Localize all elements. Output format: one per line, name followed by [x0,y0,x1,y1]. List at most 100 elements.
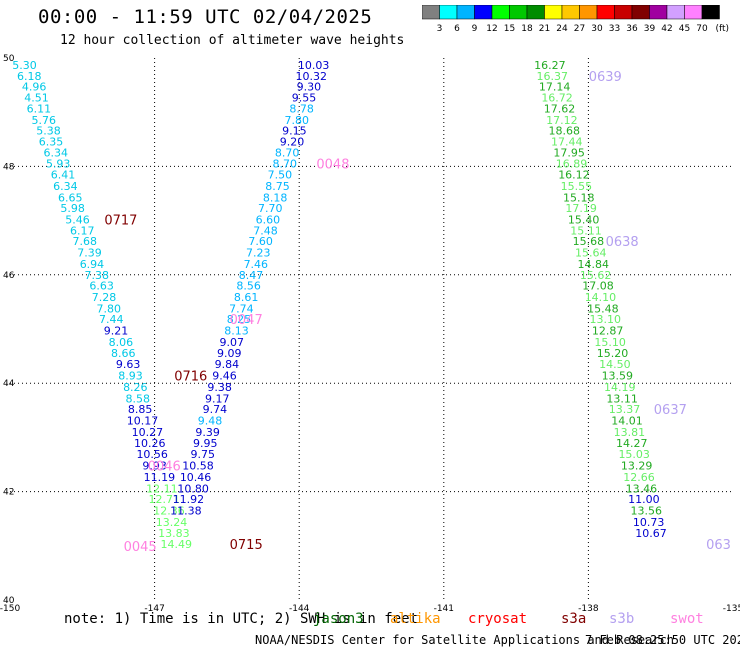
swh-value: 13.37 [609,403,641,416]
satellite-altika: altika [390,611,441,627]
x-tick-label: -138 [578,604,599,614]
swh-value: 6.35 [39,135,64,148]
swh-value: 9.09 [217,347,242,360]
swh-value: 16.89 [556,158,588,171]
swh-value: 14.84 [577,258,609,271]
swh-value: 5.76 [31,114,56,127]
swh-value: 18.68 [549,125,581,138]
colorbar-label: 3 [437,24,443,34]
satellite-s3b: s3b [609,611,635,627]
swh-value: 15.68 [573,235,605,248]
swh-value: 9.07 [219,336,244,349]
swh-value: 15.48 [587,302,619,315]
swh-value: 11.00 [628,493,660,506]
swh-value: 16.72 [541,92,573,105]
colorbar-label: 6 [454,24,460,34]
swh-value: 5.46 [65,214,90,227]
footer-note: note: 1) Time is in UTC; 2) SWH is in fe… [64,611,419,627]
swh-value: 5.98 [60,202,85,215]
swh-value: 9.38 [207,381,232,394]
swh-value: 7.23 [246,247,271,260]
colorbar-legend: 3 6 9 12 15 18 21 24 27 30 33 36 39 42 45 70 (ft) [422,5,730,34]
colorbar-label: 9 [472,24,478,34]
pass-time-label: 0639 [589,70,622,85]
swh-value: 6.17 [70,224,95,237]
x-tick-label: -147 [144,604,164,614]
swh-value: 13.46 [626,482,658,495]
swh-value: 7.48 [253,224,278,237]
x-tick-label: -144 [289,604,310,614]
swh-value: 6.34 [44,146,69,159]
swh-value: 13.83 [158,527,190,540]
swh-value: 7.80 [97,302,122,315]
swh-value: 17.44 [551,135,583,148]
swh-value: 14.01 [611,415,643,428]
x-tick-label: -141 [434,604,454,614]
swh-value: 17.95 [553,146,585,159]
swh-value: 5.30 [12,59,37,72]
swh-value: 9.21 [104,325,129,338]
swh-value: 8.06 [109,336,134,349]
swh-value: 11.92 [173,493,205,506]
colorbar-swatch [701,5,720,20]
swh-value: 10.56 [136,448,168,461]
swh-value: 8.18 [263,191,288,204]
swh-value: 9.75 [191,448,216,461]
swh-value: 15.10 [594,336,626,349]
swh-value: 8.13 [224,325,249,338]
swh-value: 10.17 [127,415,159,428]
swh-value: 6.11 [27,102,52,115]
swh-value: 8.25 [227,313,252,326]
swh-value: 9.74 [203,403,228,416]
swh-value: 6.60 [256,214,281,227]
swh-value: 6.65 [58,191,83,204]
swh-value: 13.81 [614,426,646,439]
swh-value: 7.60 [248,235,273,248]
swh-value: 9.39 [195,426,220,439]
pass-time-label: 0048 [316,158,349,173]
swh-value: 10.46 [180,471,212,484]
y-tick-label: 42 [3,488,14,498]
colorbar-label: 21 [539,24,550,34]
swh-value: 15.64 [575,247,607,260]
swh-value: 7.46 [244,258,269,271]
swh-value: 9.95 [193,437,218,450]
pass-time-label: 0637 [654,403,687,418]
swh-value: 13.29 [621,460,653,473]
colorbar-label: 27 [574,24,585,34]
chart-subtitle: 12 hour collection of altimeter wave hei… [60,33,405,48]
swh-value: 12.66 [623,471,655,484]
swh-value: 9.93 [142,460,167,473]
colorbar-unit: (ft) [716,24,730,34]
colorbar-label: 36 [626,24,638,34]
swh-value: 10.67 [635,527,667,540]
swh-value: 8.47 [239,269,264,282]
y-tick-label: 40 [3,596,15,606]
swh-value: 7.39 [77,247,102,260]
colorbar-label: 30 [591,24,603,34]
colorbar-label: 33 [609,24,620,34]
swh-value: 13.59 [602,370,634,383]
swh-value: 10.58 [182,460,214,473]
pass-time-label: 063 [706,538,731,553]
colorbar-label: 24 [556,24,568,34]
swh-value: 10.26 [134,437,166,450]
satellite-cryosat: cryosat [468,611,528,627]
swh-value: 15.11 [570,224,602,237]
swh-value: 17.62 [544,102,576,115]
swh-value: 6.63 [89,280,114,293]
swh-value: 12.36 [153,505,185,518]
swh-value: 10.03 [298,59,330,72]
swh-value: 13.10 [590,313,622,326]
swh-value: 7.28 [92,291,117,304]
swh-value: 15.03 [618,448,650,461]
swh-value: 11.38 [170,505,202,518]
swh-value: 13.56 [630,505,662,518]
swh-value: 9.15 [282,125,307,138]
swh-value: 8.58 [125,392,150,405]
satellite-s3a: s3a [561,611,587,627]
swh-value: 10.73 [633,516,665,529]
swh-value: 9.63 [116,358,141,371]
pass-time-label: 0717 [104,214,137,229]
